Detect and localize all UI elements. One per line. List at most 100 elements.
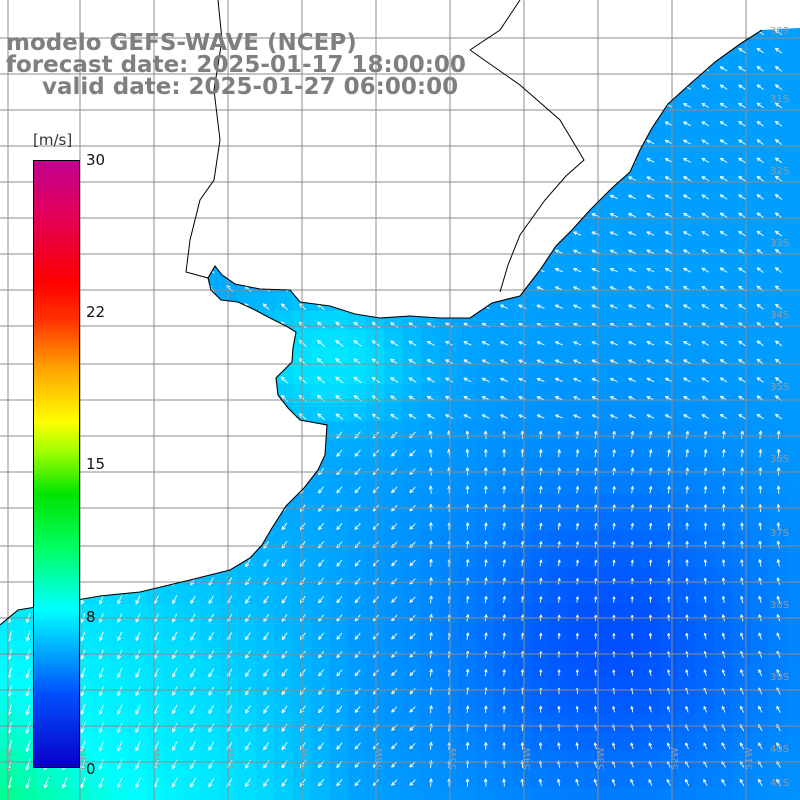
wind-arrow-icon xyxy=(299,138,307,146)
wind-arrow-icon xyxy=(646,414,655,419)
wind-arrow-icon xyxy=(481,414,490,419)
wind-arrow-icon xyxy=(757,778,763,787)
wind-arrow-icon xyxy=(300,11,306,17)
wind-arrow-icon xyxy=(502,632,506,640)
wind-arrow-icon xyxy=(317,778,325,787)
wind-arrow-icon xyxy=(721,522,726,530)
wind-arrow-icon xyxy=(667,559,671,567)
wind-arrow-icon xyxy=(536,194,545,200)
wind-arrow-icon xyxy=(756,139,764,145)
wind-arrow-icon xyxy=(628,176,637,181)
wind-arrow-icon xyxy=(353,267,362,274)
wind-arrow-icon xyxy=(538,430,543,439)
wind-arrow-icon xyxy=(390,267,399,273)
wind-arrow-icon xyxy=(42,102,51,109)
wind-arrow-icon xyxy=(189,175,197,183)
wind-arrow-icon xyxy=(628,66,637,72)
wind-arrow-icon xyxy=(630,669,634,676)
wind-arrow-icon xyxy=(25,594,31,605)
wind-arrow-icon xyxy=(244,321,252,329)
wind-arrow-icon xyxy=(336,779,343,787)
wind-arrow-icon xyxy=(646,359,655,364)
wind-arrow-icon xyxy=(172,668,178,678)
wind-arrow-icon xyxy=(518,103,527,108)
wind-arrow-icon xyxy=(171,704,178,715)
wind-arrow-icon xyxy=(299,266,307,274)
wind-arrow-icon xyxy=(280,413,289,420)
wind-arrow-icon xyxy=(667,632,671,640)
wind-arrow-icon xyxy=(776,595,781,604)
wind-arrow-icon xyxy=(738,157,746,164)
wind-arrow-icon xyxy=(612,559,616,567)
wind-arrow-icon xyxy=(390,157,399,164)
wind-arrow-icon xyxy=(539,559,543,567)
wind-arrow-icon xyxy=(263,723,270,732)
country-border xyxy=(469,0,521,51)
wind-arrow-icon xyxy=(575,632,579,640)
wind-arrow-icon xyxy=(465,522,470,531)
wind-arrow-icon xyxy=(190,631,196,641)
wind-arrow-icon xyxy=(79,230,87,237)
lon-label: 55W xyxy=(448,747,459,770)
wind-arrow-icon xyxy=(612,578,616,585)
wind-arrow-icon xyxy=(189,266,197,274)
wind-arrow-icon xyxy=(98,193,105,201)
wind-arrow-icon xyxy=(701,29,710,35)
wind-arrow-icon xyxy=(664,48,673,53)
wind-arrow-icon xyxy=(154,449,159,458)
wind-arrow-icon xyxy=(499,85,509,90)
wind-arrow-icon xyxy=(774,65,783,72)
lon-label: 56W xyxy=(374,747,385,770)
wind-arrow-icon xyxy=(609,103,618,108)
wind-arrow-icon xyxy=(318,687,325,695)
wind-arrow-icon xyxy=(25,703,31,716)
wind-arrow-icon xyxy=(685,577,689,585)
wind-arrow-icon xyxy=(116,230,124,237)
wind-arrow-icon xyxy=(518,414,527,419)
wind-arrow-icon xyxy=(263,668,270,677)
wind-arrow-icon xyxy=(499,103,509,108)
wind-arrow-icon xyxy=(335,157,343,164)
wind-arrow-icon xyxy=(134,303,142,311)
wind-arrow-icon xyxy=(190,430,196,439)
wind-arrow-icon xyxy=(719,359,728,365)
wind-arrow-icon xyxy=(555,414,563,419)
wind-arrow-icon xyxy=(683,249,691,255)
wind-arrow-icon xyxy=(80,686,86,697)
wind-arrow-icon xyxy=(24,212,32,219)
wind-arrow-icon xyxy=(318,486,325,494)
wind-arrow-icon xyxy=(316,339,326,347)
wind-arrow-icon xyxy=(664,414,673,419)
wind-arrow-icon xyxy=(263,778,270,787)
wind-arrow-icon xyxy=(244,120,252,128)
wind-arrow-icon xyxy=(429,577,433,586)
wind-arrow-icon xyxy=(189,321,197,329)
wind-arrow-icon xyxy=(335,376,344,384)
wind-arrow-icon xyxy=(336,559,343,567)
wind-arrow-icon xyxy=(594,578,598,585)
lat-label: 32S xyxy=(770,166,789,177)
wind-arrow-icon xyxy=(628,103,637,108)
wind-arrow-icon xyxy=(683,29,691,35)
wind-arrow-icon xyxy=(427,12,434,16)
colorbar-tick-8: 8 xyxy=(86,608,96,626)
wind-arrow-icon xyxy=(739,778,745,787)
wind-arrow-icon xyxy=(502,540,506,549)
wind-arrow-icon xyxy=(758,632,762,640)
wind-arrow-icon xyxy=(573,30,582,35)
wind-arrow-icon xyxy=(536,48,545,53)
wind-arrow-icon xyxy=(262,413,270,421)
wind-arrow-icon xyxy=(683,139,691,145)
wind-arrow-icon xyxy=(244,156,252,164)
wind-arrow-icon xyxy=(465,669,470,677)
wind-arrow-icon xyxy=(318,522,325,531)
wind-arrow-icon xyxy=(263,559,269,567)
wind-arrow-icon xyxy=(43,11,50,16)
wind-arrow-icon xyxy=(646,304,655,310)
wind-arrow-icon xyxy=(281,522,288,531)
wind-arrow-icon xyxy=(189,303,197,311)
wind-arrow-icon xyxy=(484,577,488,585)
wind-arrow-icon xyxy=(776,577,781,586)
wind-arrow-icon xyxy=(502,559,506,567)
wind-arrow-icon xyxy=(134,193,142,201)
